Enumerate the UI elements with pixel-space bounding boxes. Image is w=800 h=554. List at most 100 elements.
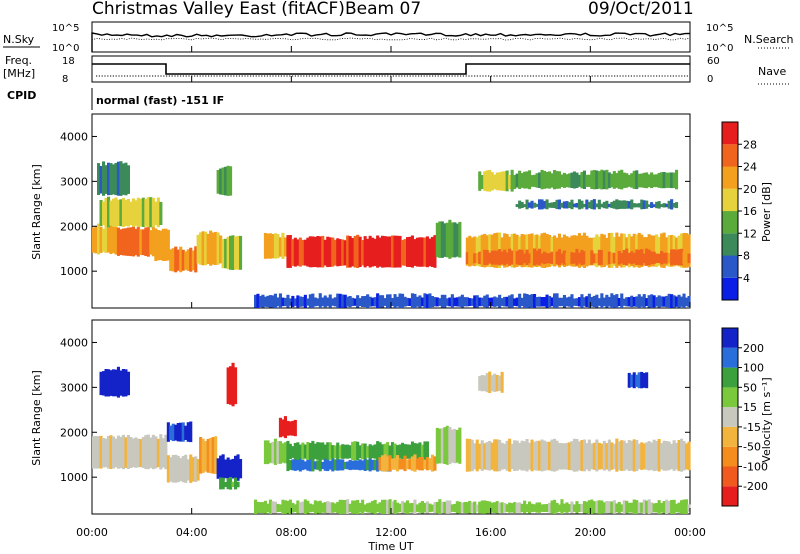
heatmap-cell	[615, 438, 619, 472]
x-tick-label: 04:00	[176, 526, 208, 539]
heatmap-cell	[368, 502, 372, 513]
heatmap-cell	[642, 443, 646, 470]
heatmap-cell	[266, 233, 270, 259]
heatmap-cell	[326, 297, 330, 307]
heatmap-cell	[652, 204, 656, 208]
heatmap-cell	[585, 251, 589, 265]
heatmap-cell	[510, 169, 514, 192]
heatmap-cell	[116, 161, 120, 196]
heatmap-cell	[343, 444, 347, 459]
heatmap-cell	[176, 423, 180, 442]
heatmap-cell	[580, 200, 584, 209]
heatmap-cell	[124, 162, 128, 196]
heatmap-cell	[423, 441, 427, 461]
beam-label: Beam 07	[345, 0, 421, 19]
colorbar-tick-label: 12	[743, 227, 757, 240]
heatmap-cell	[550, 236, 554, 266]
time-axis-ticks: 00:00 04:00 08:00 12:00 16:00 20:00 00:00	[76, 46, 706, 539]
heatmap-cell	[311, 440, 315, 461]
heatmap-cell	[585, 199, 589, 210]
heatmap-cell	[483, 375, 487, 392]
heatmap-cell	[353, 298, 357, 306]
colorbar-tick-label: 15	[743, 401, 757, 414]
heatmap-cell	[685, 233, 689, 268]
heatmap-cell	[545, 504, 549, 513]
heatmap-cell	[602, 297, 606, 307]
heatmap-cell	[428, 503, 432, 513]
heatmap-cell	[543, 201, 547, 209]
heatmap-cell	[448, 426, 452, 465]
heatmap-cell	[348, 503, 352, 513]
heatmap-cell	[473, 236, 477, 267]
heatmap-cell	[642, 373, 646, 388]
heatmap-cell	[647, 499, 651, 514]
heatmap-cell	[582, 251, 586, 265]
heatmap-cell	[585, 296, 589, 307]
heatmap-cell	[276, 234, 280, 259]
heatmap-cell	[438, 221, 442, 258]
heatmap-cell	[234, 367, 238, 405]
heatmap-cell	[296, 442, 300, 460]
heatmap-cell	[675, 169, 679, 190]
heatmap-cell	[550, 251, 554, 265]
heatmap-cell	[677, 440, 681, 472]
heatmap-cell	[433, 235, 437, 268]
heatmap-cell	[590, 499, 594, 514]
heatmap-cell	[572, 252, 576, 264]
heatmap-cell	[415, 458, 419, 470]
heatmap-cell	[366, 503, 370, 513]
heatmap-cell	[597, 442, 601, 470]
heatmap-cell	[660, 503, 664, 513]
heatmap-cell	[119, 161, 123, 196]
heatmap-cell	[607, 233, 611, 268]
heatmap-cell	[144, 198, 148, 227]
heatmap-cell	[343, 461, 347, 470]
heatmap-cell	[565, 236, 569, 267]
heatmap-cell	[204, 231, 208, 266]
heatmap-cell	[488, 170, 492, 192]
heatmap-cell	[493, 502, 497, 513]
heatmap-cell	[318, 500, 322, 514]
heatmap-cell	[291, 239, 295, 266]
velocity-ylabel: Slant Range [km]	[30, 370, 43, 466]
heatmap-cell	[480, 297, 484, 307]
heatmap-cell	[605, 294, 609, 308]
heatmap-cell	[557, 297, 561, 307]
heatmap-cell	[111, 369, 115, 397]
heatmap-cell	[555, 502, 559, 513]
heatmap-cell	[263, 500, 267, 514]
heatmap-cell	[535, 440, 539, 471]
heatmap-cell	[171, 248, 175, 272]
heatmap-cell	[505, 234, 509, 268]
heatmap-cell	[548, 441, 552, 471]
heatmap-cell	[353, 235, 357, 268]
heatmap-cell	[500, 251, 504, 264]
heatmap-cell	[388, 455, 392, 472]
heatmap-cell	[92, 436, 96, 469]
heatmap-cell	[338, 499, 342, 514]
heatmap-cell	[381, 499, 385, 514]
heatmap-cell	[555, 251, 559, 265]
heatmap-cell	[109, 200, 113, 226]
heatmap-cell	[528, 234, 532, 268]
heatmap-cell	[321, 461, 325, 470]
heatmap-cell	[667, 253, 671, 264]
heatmap-cell	[560, 174, 564, 187]
heatmap-cell	[498, 249, 502, 266]
heatmap-cell	[630, 236, 634, 267]
heatmap-cell	[318, 236, 322, 268]
heatmap-cell	[430, 454, 434, 472]
heatmap-cell	[485, 442, 489, 471]
heatmap-cell	[386, 500, 390, 514]
heatmap-cell	[179, 422, 183, 442]
colorbar-swatch	[722, 122, 738, 145]
heatmap-cell	[343, 500, 347, 514]
heatmap-cell	[655, 201, 659, 209]
heatmap-cell	[405, 459, 409, 470]
heatmap-cell	[587, 253, 591, 264]
heatmap-cell	[164, 228, 168, 261]
heatmap-cell	[381, 235, 385, 268]
heatmap-cell	[278, 237, 282, 257]
heatmap-cell	[346, 461, 350, 470]
heatmap-cell	[475, 253, 479, 264]
